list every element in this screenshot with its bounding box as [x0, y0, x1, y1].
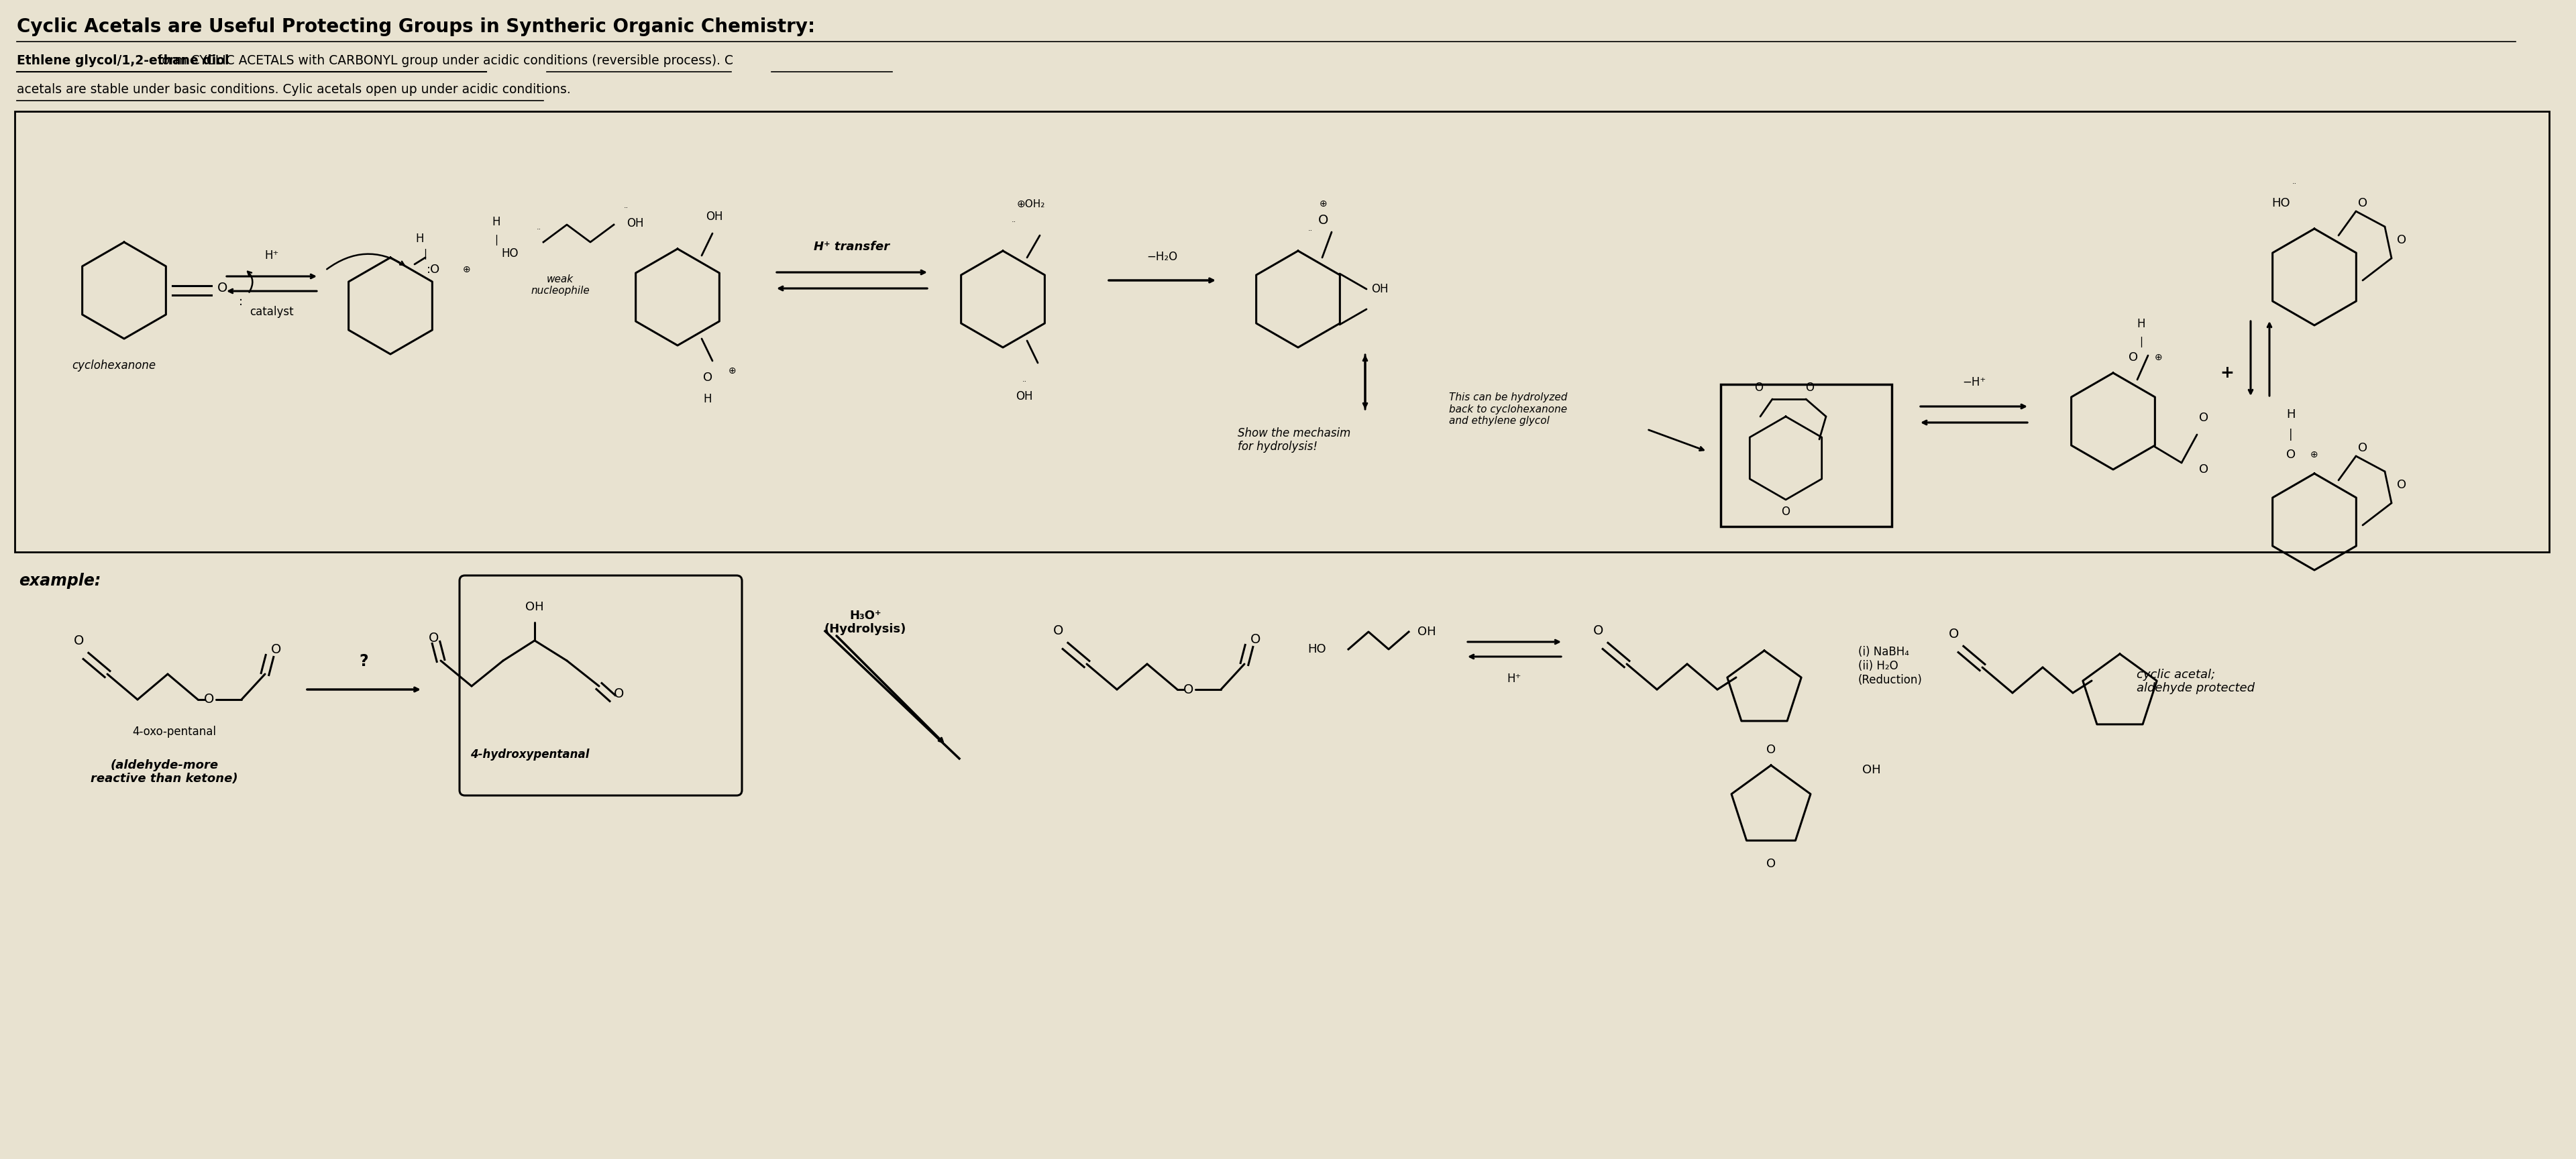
FancyBboxPatch shape [15, 111, 2550, 552]
Text: OH: OH [1417, 626, 1437, 637]
Text: Show the mechasim
for hydrolysis!: Show the mechasim for hydrolysis! [1236, 427, 1350, 453]
Text: O: O [270, 643, 281, 656]
Text: O: O [1249, 633, 1262, 646]
FancyBboxPatch shape [1721, 385, 1891, 526]
Text: :: : [240, 296, 242, 308]
Text: ..: .. [1023, 377, 1028, 382]
Text: ..: .. [1012, 217, 1015, 224]
Text: −H⁺: −H⁺ [1963, 377, 1986, 388]
Text: ⊕: ⊕ [464, 265, 471, 275]
Text: ?: ? [361, 654, 368, 670]
Text: H: H [415, 233, 425, 245]
Text: weak
nucleophile: weak nucleophile [531, 275, 590, 296]
Text: 4-oxo-pentanal: 4-oxo-pentanal [131, 726, 216, 738]
Text: OH: OH [626, 218, 644, 229]
Text: cyclohexanone: cyclohexanone [72, 359, 157, 372]
Text: H: H [492, 216, 500, 228]
Text: catalyst: catalyst [250, 306, 294, 318]
Text: −H₂O: −H₂O [1146, 250, 1177, 263]
Text: HO: HO [1309, 643, 1327, 655]
Text: ..: .. [1309, 225, 1314, 232]
Text: 4-hydroxypentanal: 4-hydroxypentanal [471, 749, 590, 760]
Text: +: + [2221, 365, 2233, 381]
Text: H: H [2138, 318, 2146, 330]
Text: :O: :O [428, 263, 440, 276]
Text: O: O [1783, 505, 1790, 518]
Text: ⊕: ⊕ [729, 366, 737, 376]
Text: ⊕: ⊕ [2156, 352, 2164, 363]
Text: example:: example: [18, 573, 100, 589]
Text: O: O [1767, 858, 1775, 870]
Text: O: O [204, 693, 214, 706]
Text: H: H [703, 393, 711, 406]
Text: |: | [422, 249, 428, 260]
Text: |: | [2290, 429, 2293, 440]
Text: O: O [2200, 411, 2208, 424]
Text: H: H [2287, 408, 2295, 421]
Text: H⁺: H⁺ [1507, 672, 1522, 685]
Text: O: O [1054, 624, 1064, 636]
Text: O: O [1182, 683, 1193, 695]
Text: O: O [2396, 479, 2406, 491]
Text: H⁺ transfer: H⁺ transfer [814, 241, 889, 253]
Text: |: | [2141, 337, 2143, 348]
Text: O: O [2200, 464, 2208, 475]
Text: OH: OH [526, 602, 544, 613]
Text: OH: OH [1015, 391, 1033, 402]
Text: H₃O⁺
(Hydrolysis): H₃O⁺ (Hydrolysis) [824, 610, 907, 635]
Text: O: O [428, 632, 438, 644]
Text: O: O [1950, 627, 1960, 640]
Text: OH: OH [1862, 764, 1880, 777]
Text: ⊕: ⊕ [2311, 450, 2318, 459]
Text: O: O [1754, 381, 1765, 394]
Text: OH: OH [1370, 283, 1388, 296]
Text: O: O [1595, 624, 1605, 636]
Text: O: O [2357, 197, 2367, 210]
Text: ⊕OH₂: ⊕OH₂ [1018, 199, 1046, 209]
FancyBboxPatch shape [459, 576, 742, 795]
Text: O: O [1806, 381, 1814, 394]
Text: O: O [75, 634, 85, 647]
Text: HO: HO [2272, 197, 2290, 210]
Text: acetals are stable under basic conditions. Cylic acetals open up under acidic co: acetals are stable under basic condition… [18, 82, 572, 95]
Text: Ethlene glycol/1,2-ethane diol: Ethlene glycol/1,2-ethane diol [18, 54, 229, 67]
Text: |: | [495, 235, 497, 246]
Text: O: O [1767, 744, 1775, 756]
Text: ⊕: ⊕ [1319, 199, 1327, 209]
Text: (aldehyde-more
reactive than ketone): (aldehyde-more reactive than ketone) [90, 759, 237, 785]
Text: H⁺: H⁺ [265, 249, 278, 262]
Text: O: O [2128, 351, 2138, 364]
Text: form CYCLIC ACETALS with CARBONYL group under acidic conditions (reversible proc: form CYCLIC ACETALS with CARBONYL group … [18, 54, 734, 67]
Text: O: O [2285, 449, 2295, 461]
Text: O: O [2396, 234, 2406, 246]
Text: O: O [613, 687, 623, 700]
Text: This can be hydrolyzed
back to cyclohexanone
and ethylene glycol: This can be hydrolyzed back to cyclohexa… [1448, 393, 1566, 425]
Text: (i) NaBH₄
(ii) H₂O
(Reduction): (i) NaBH₄ (ii) H₂O (Reduction) [1857, 646, 1922, 686]
Text: HO: HO [502, 248, 518, 260]
Text: cyclic acetal;
aldehyde protected: cyclic acetal; aldehyde protected [2136, 669, 2254, 694]
Text: O: O [1319, 213, 1329, 226]
Text: ..: .. [623, 203, 629, 210]
Text: ..: .. [536, 224, 541, 231]
Text: Cyclic Acetals are Useful Protecting Groups in Syntheric Organic Chemistry:: Cyclic Acetals are Useful Protecting Gro… [18, 17, 814, 36]
Text: OH: OH [706, 211, 724, 223]
Text: O: O [2357, 442, 2367, 454]
Text: ..: .. [2293, 178, 2298, 185]
Text: O: O [216, 282, 227, 294]
Text: O: O [703, 372, 714, 384]
